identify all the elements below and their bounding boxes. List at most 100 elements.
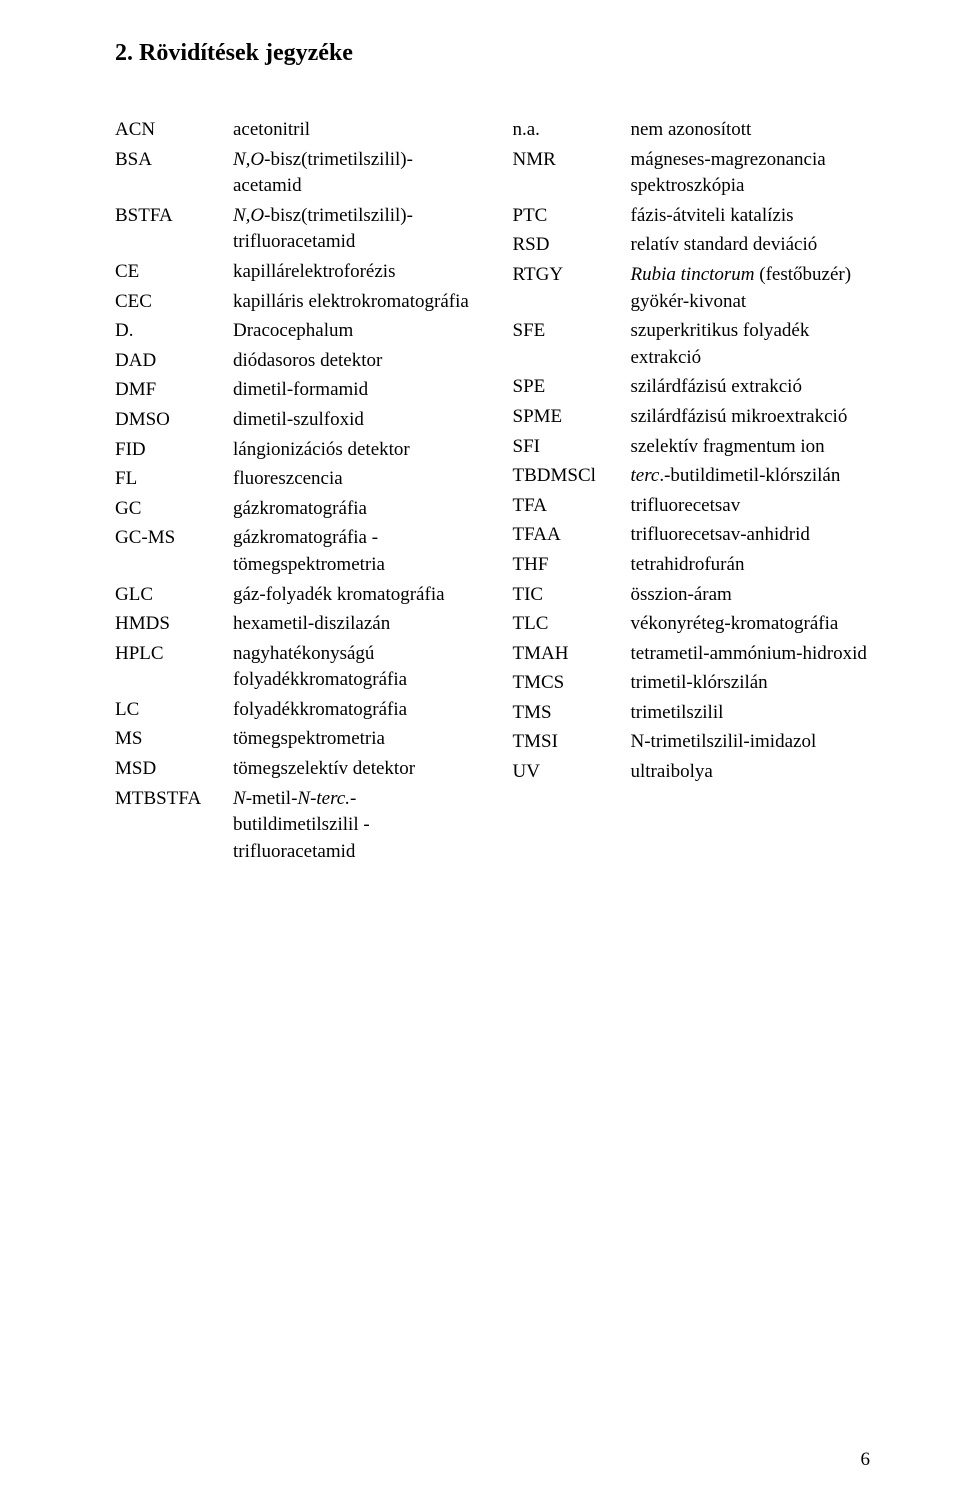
- abbreviation-term: UV: [513, 759, 631, 786]
- abbreviation-definition: N,O-bisz(trimetilszilil)-acetamid: [233, 147, 473, 200]
- abbreviation-term: MS: [115, 726, 233, 753]
- abbreviation-definition: szilárdfázisú mikroextrakció: [631, 404, 871, 431]
- abbreviation-entry: TMAHtetrametil-ammónium-hidroxid: [513, 641, 871, 668]
- abbreviation-entry: TICösszion-áram: [513, 582, 871, 609]
- abbreviation-entry: FIDlángionizációs detektor: [115, 437, 473, 464]
- abbreviation-entry: BSAN,O-bisz(trimetilszilil)-acetamid: [115, 147, 473, 200]
- abbreviation-entry: TFAtrifluorecetsav: [513, 493, 871, 520]
- abbreviation-term: SPE: [513, 374, 631, 401]
- abbreviation-term: GC: [115, 496, 233, 523]
- abbreviation-entry: TBDMSClterc.-butildimetil-klórszilán: [513, 463, 871, 490]
- abbreviation-term: TFAA: [513, 522, 631, 549]
- abbreviation-entry: UVultraibolya: [513, 759, 871, 786]
- abbreviation-entry: THFtetrahidrofurán: [513, 552, 871, 579]
- abbreviation-entry: MTBSTFAN-metil-N-terc.-butildimetilszili…: [115, 786, 473, 866]
- abbreviation-term: CEC: [115, 289, 233, 316]
- right-column: n.a.nem azonosított NMRmágneses-magrezona…: [513, 117, 871, 868]
- abbreviation-term: LC: [115, 697, 233, 724]
- abbreviation-term: BSTFA: [115, 203, 233, 256]
- page-number: 6: [861, 1449, 871, 1471]
- abbreviation-definition: fluoreszcencia: [233, 466, 473, 493]
- abbreviation-definition: N-trimetilszilil-imidazol: [631, 729, 871, 756]
- abbreviation-definition: gázkromatográfia: [233, 496, 473, 523]
- page-title: 2. Rövidítések jegyzéke: [115, 40, 870, 67]
- abbreviation-term: CE: [115, 259, 233, 286]
- abbreviation-definition: diódasoros detektor: [233, 348, 473, 375]
- abbreviation-entry: FLfluoreszcencia: [115, 466, 473, 493]
- abbreviation-term: RTGY: [513, 262, 631, 315]
- abbreviation-entry: SPEszilárdfázisú extrakció: [513, 374, 871, 401]
- abbreviation-entry: CEkapillárelektroforézis: [115, 259, 473, 286]
- abbreviation-term: GC-MS: [115, 525, 233, 578]
- abbreviation-definition: N-metil-N-terc.-butildimetilszilil - tri…: [233, 786, 473, 866]
- abbreviation-term: THF: [513, 552, 631, 579]
- abbreviation-term: TLC: [513, 611, 631, 638]
- abbreviation-entry: MSDtömegszelektív detektor: [115, 756, 473, 783]
- abbreviation-term: BSA: [115, 147, 233, 200]
- abbreviation-entry: D.Dracocephalum: [115, 318, 473, 345]
- abbreviation-definition: gáz-folyadék kromatográfia: [233, 582, 473, 609]
- abbreviation-entry: HMDShexametil-diszilazán: [115, 611, 473, 638]
- abbreviation-term: GLC: [115, 582, 233, 609]
- abbreviation-entry: LCfolyadékkromatográfia: [115, 697, 473, 724]
- abbreviation-entry: TLCvékonyréteg-kromatográfia: [513, 611, 871, 638]
- abbreviation-definition: összion-áram: [631, 582, 871, 609]
- abbreviation-entry: SPMEszilárdfázisú mikroextrakció: [513, 404, 871, 431]
- abbreviation-definition: lángionizációs detektor: [233, 437, 473, 464]
- abbreviation-entry: TFAAtrifluorecetsav-anhidrid: [513, 522, 871, 549]
- abbreviation-definition: hexametil-diszilazán: [233, 611, 473, 638]
- abbreviation-term: SPME: [513, 404, 631, 431]
- abbreviation-entry: SFIszelektív fragmentum ion: [513, 434, 871, 461]
- abbreviation-definition: szelektív fragmentum ion: [631, 434, 871, 461]
- abbreviation-term: NMR: [513, 147, 631, 200]
- abbreviation-term: TMAH: [513, 641, 631, 668]
- abbreviation-term: SFE: [513, 318, 631, 371]
- abbreviation-definition: tömegspektrometria: [233, 726, 473, 753]
- abbreviation-entry: n.a.nem azonosított: [513, 117, 871, 144]
- abbreviation-entry: ACNacetonitril: [115, 117, 473, 144]
- abbreviation-term: MTBSTFA: [115, 786, 233, 866]
- abbreviation-definition: trifluorecetsav-anhidrid: [631, 522, 871, 549]
- abbreviation-term: TMCS: [513, 670, 631, 697]
- abbreviation-entry: BSTFAN,O-bisz(trimetilszilil)-trifluorac…: [115, 203, 473, 256]
- abbreviation-term: DMF: [115, 377, 233, 404]
- abbreviation-entry: HPLCnagyhatékonyságú folyadékkromatográf…: [115, 641, 473, 694]
- abbreviation-definition: Dracocephalum: [233, 318, 473, 345]
- abbreviation-entry: GC-MSgázkromatográfia - tömegspektrometr…: [115, 525, 473, 578]
- abbreviation-term: PTC: [513, 203, 631, 230]
- abbreviation-term: DMSO: [115, 407, 233, 434]
- abbreviation-term: TMS: [513, 700, 631, 727]
- abbreviation-definition: relatív standard deviáció: [631, 232, 871, 259]
- abbreviation-definition: N,O-bisz(trimetilszilil)-trifluoracetami…: [233, 203, 473, 256]
- abbreviation-definition: vékonyréteg-kromatográfia: [631, 611, 871, 638]
- abbreviation-entry: TMStrimetilszilil: [513, 700, 871, 727]
- abbreviation-definition: acetonitril: [233, 117, 473, 144]
- abbreviation-definition: szilárdfázisú extrakció: [631, 374, 871, 401]
- abbreviation-definition: dimetil-formamid: [233, 377, 473, 404]
- abbreviation-definition: kapilláris elektrokromatográfia: [233, 289, 473, 316]
- abbreviation-definition: trifluorecetsav: [631, 493, 871, 520]
- abbreviation-definition: nagyhatékonyságú folyadékkromatográfia: [233, 641, 473, 694]
- abbreviation-definition: folyadékkromatográfia: [233, 697, 473, 724]
- abbreviation-entry: GLCgáz-folyadék kromatográfia: [115, 582, 473, 609]
- abbreviation-entry: TMCStrimetil-klórszilán: [513, 670, 871, 697]
- abbreviation-term: TMSI: [513, 729, 631, 756]
- abbreviation-entry: PTCfázis-átviteli katalízis: [513, 203, 871, 230]
- abbreviation-definition: trimetil-klórszilán: [631, 670, 871, 697]
- abbreviation-entry: RTGYRubia tinctorum (festőbuzér) gyökér-…: [513, 262, 871, 315]
- abbreviation-term: n.a.: [513, 117, 631, 144]
- abbreviation-definition: tetrametil-ammónium-hidroxid: [631, 641, 871, 668]
- abbreviation-entry: CECkapilláris elektrokromatográfia: [115, 289, 473, 316]
- abbreviation-entry: DMSOdimetil-szulfoxid: [115, 407, 473, 434]
- abbreviation-entry: DADdiódasoros detektor: [115, 348, 473, 375]
- abbreviation-definition: kapillárelektroforézis: [233, 259, 473, 286]
- abbreviation-definition: szuperkritikus folyadék extrakció: [631, 318, 871, 371]
- abbreviation-definition: terc.-butildimetil-klórszilán: [631, 463, 871, 490]
- abbreviation-term: FID: [115, 437, 233, 464]
- abbreviation-term: SFI: [513, 434, 631, 461]
- abbreviation-term: TFA: [513, 493, 631, 520]
- abbreviation-entry: NMRmágneses-magrezonancia spektroszkópia: [513, 147, 871, 200]
- abbreviations-columns: ACNacetonitrilBSAN,O-bisz(trimetilszilil…: [115, 117, 870, 868]
- abbreviation-term: HMDS: [115, 611, 233, 638]
- abbreviation-term: ACN: [115, 117, 233, 144]
